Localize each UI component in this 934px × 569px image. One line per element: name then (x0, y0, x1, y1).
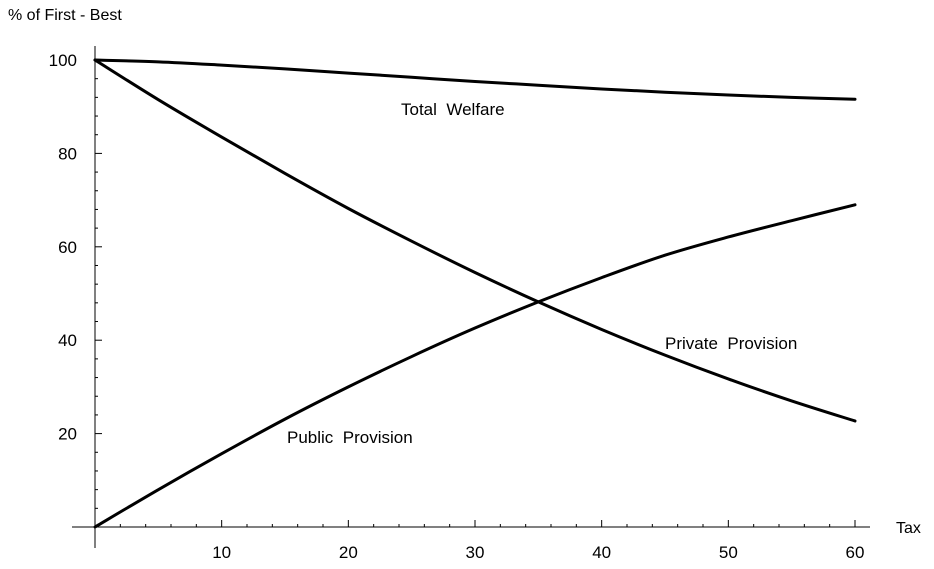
series-label-public-provision: Public Provision (287, 428, 413, 447)
x-axis-title: Tax (896, 520, 921, 537)
series-line-total-welfare (93, 58, 857, 101)
x-tick-label: 10 (212, 543, 231, 562)
x-tick-label: 30 (466, 543, 485, 562)
series-line-public-provision (93, 203, 857, 529)
series-labels: Total Welfare Private Provision Public Pro… (287, 100, 797, 447)
y-tick-label: 80 (58, 144, 77, 163)
series-group (93, 58, 857, 529)
x-axis: 10 20 30 40 50 60 (72, 520, 870, 562)
series-line-private-provision (93, 58, 857, 423)
series-label-total-welfare: Total Welfare (401, 100, 505, 119)
y-axis: 20 40 60 80 100 (49, 46, 102, 548)
series-label-private-provision: Private Provision (665, 334, 797, 353)
y-tick-label: 100 (49, 51, 77, 70)
x-tick-label: 60 (846, 543, 865, 562)
y-axis-title: % of First - Best (8, 7, 122, 24)
x-tick-label: 40 (592, 543, 611, 562)
y-tick-label: 40 (58, 331, 77, 350)
y-tick-label: 20 (58, 425, 77, 444)
x-tick-label: 50 (719, 543, 738, 562)
y-tick-label: 60 (58, 238, 77, 257)
x-tick-label: 20 (339, 543, 358, 562)
